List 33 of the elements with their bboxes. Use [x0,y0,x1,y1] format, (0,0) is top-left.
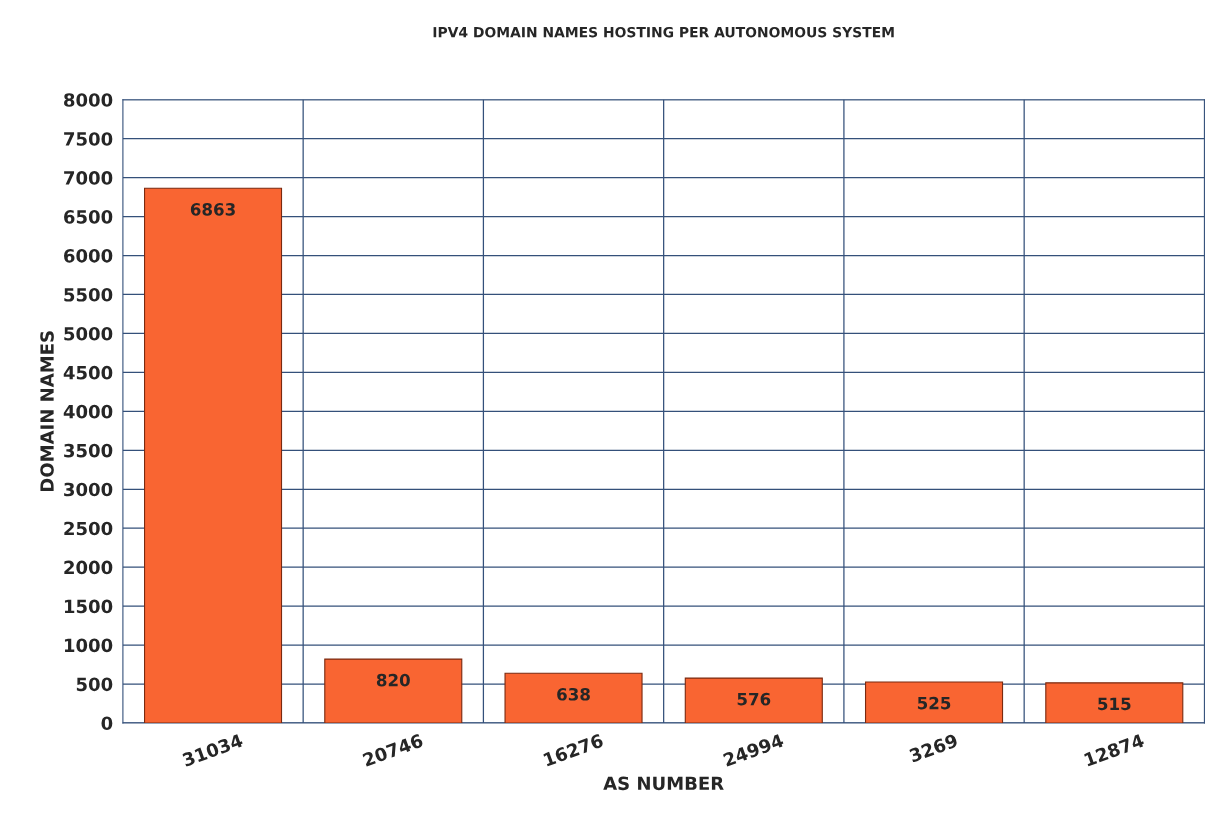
y-tick-label: 5000 [64,326,113,341]
data-label: 515 [1098,697,1131,711]
y-tick-label: 2500 [64,521,113,536]
bar [504,672,643,723]
y-tick-label: 7500 [64,132,113,146]
y-tick-label: 1000 [64,638,113,653]
bar [864,681,1004,723]
data-label: 6863 [190,203,235,216]
y-tick-label: 8000 [64,93,113,107]
y-tick-label: 2000 [64,560,113,575]
y-tick-label: 6500 [64,210,113,224]
bar [684,677,823,723]
y-tick-label: 5500 [64,287,113,302]
data-label: 576 [737,692,771,706]
bar [143,187,283,723]
x-axis-title: AS NUMBER [603,776,724,791]
y-tick-label: 7000 [64,171,113,185]
y-tick-label: 500 [76,677,113,692]
y-axis-title: DOMAIN NAMES [40,331,54,492]
chart-title: IPV4 DOMAIN NAMES HOSTING PER AUTONOMOUS SYSTEM [433,26,894,38]
y-tick-label: 6000 [64,248,113,263]
data-label: 638 [557,687,590,701]
y-tick-label: 3000 [64,482,113,497]
data-label: 525 [917,696,951,710]
y-tick-label: 4500 [63,365,113,380]
y-tick-label: 0 [101,716,113,731]
x-tick-label: 3269 [908,733,959,763]
y-tick-label: 1500 [64,599,113,614]
y-tick-label: 4000 [63,404,113,419]
bar [324,658,463,723]
bar [1045,682,1184,723]
data-label: 820 [376,673,410,687]
y-tick-label: 3500 [64,443,113,458]
